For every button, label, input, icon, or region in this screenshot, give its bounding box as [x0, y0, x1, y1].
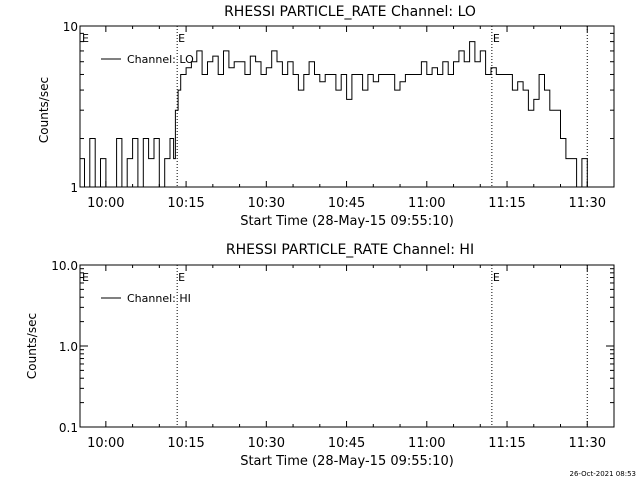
- hi-plot-frame: [79, 264, 615, 428]
- hi-x-tick-label: 10:15: [167, 436, 204, 451]
- lo-series-line: [80, 41, 588, 188]
- lo-x-tick-label: 11:15: [488, 196, 525, 211]
- lo-x-tick-label: 10:30: [248, 196, 285, 211]
- hi-x-tick-label: 10:30: [248, 436, 285, 451]
- lo-chart-title: RHESSI PARTICLE_RATE Channel: LO: [224, 4, 476, 20]
- lo-y-tick-label: 10: [63, 20, 78, 34]
- hi-legend-label: Channel: HI: [127, 292, 191, 305]
- hi-x-tick-label: 10:00: [87, 436, 124, 451]
- footer-timestamp: 26-Oct-2021 08:53: [570, 470, 636, 478]
- lo-y-axis-label: Counts/sec: [37, 77, 51, 143]
- lo-x-axis-label: Start Time (28-May-15 09:55:10): [240, 214, 454, 229]
- lo-x-tick-label: 10:15: [167, 196, 204, 211]
- lo-event-marker-label: E: [178, 32, 185, 45]
- lo-event-marker-label: E: [493, 32, 500, 45]
- hi-x-tick-label: 10:45: [328, 436, 365, 451]
- lo-x-tick-label: 10:00: [87, 196, 124, 211]
- lo-event-marker-label: E: [82, 32, 89, 45]
- hi-x-tick-label: 11:15: [488, 436, 525, 451]
- lo-legend-label: Channel: LO: [127, 53, 194, 66]
- hi-y-tick-label: 10.0: [51, 259, 78, 273]
- hi-event-marker-label: E: [493, 271, 500, 284]
- hi-x-tick-label: 11:30: [569, 436, 606, 451]
- lo-x-tick-label: 11:00: [408, 196, 445, 211]
- hi-event-marker-label: E: [178, 271, 185, 284]
- hi-event-marker-label: E: [82, 271, 89, 284]
- hi-x-axis-label: Start Time (28-May-15 09:55:10): [240, 454, 454, 469]
- lo-x-tick-label: 10:45: [328, 196, 365, 211]
- lo-x-tick-label: 11:30: [569, 196, 606, 211]
- hi-y-tick-label: 1.0: [59, 340, 78, 354]
- hi-chart-title: RHESSI PARTICLE_RATE Channel: HI: [226, 242, 474, 258]
- hi-y-axis-label: Counts/sec: [25, 313, 39, 379]
- lo-y-tick-label: 1: [70, 181, 78, 195]
- hi-x-tick-label: 11:00: [408, 436, 445, 451]
- hi-y-tick-label: 0.1: [59, 421, 78, 435]
